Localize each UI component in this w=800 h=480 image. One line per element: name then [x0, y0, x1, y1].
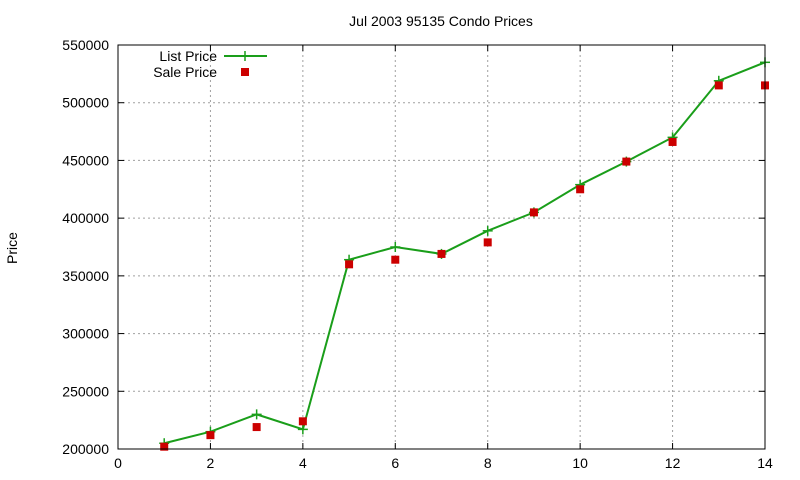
y-tick-label: 450000	[62, 152, 109, 168]
data-point	[252, 423, 261, 432]
y-axis-label: Price	[4, 232, 20, 264]
data-point	[437, 249, 446, 258]
series-line	[163, 61, 766, 445]
x-tick-label: 14	[757, 455, 773, 471]
x-tick-label: 8	[484, 455, 492, 471]
y-tick-label: 550000	[62, 37, 109, 53]
series-layer	[159, 57, 770, 451]
data-point	[391, 255, 400, 264]
data-point	[160, 442, 169, 451]
data-point	[576, 185, 585, 194]
data-point	[483, 238, 492, 247]
data-point	[482, 225, 493, 236]
data-point	[206, 431, 215, 440]
data-point	[622, 157, 631, 166]
data-point	[345, 260, 354, 269]
legend-swatch-marker	[241, 68, 249, 76]
y-tick-label: 200000	[62, 441, 109, 457]
x-tick-label: 4	[299, 455, 307, 471]
y-tick-label: 350000	[62, 268, 109, 284]
grid	[118, 45, 765, 449]
data-point	[251, 409, 262, 420]
y-tick-label: 250000	[62, 383, 109, 399]
x-tick-label: 6	[391, 455, 399, 471]
series-sale-price	[160, 81, 769, 451]
x-tick-label: 10	[572, 455, 588, 471]
y-tick-label: 500000	[62, 95, 109, 111]
x-tick-label: 2	[207, 455, 215, 471]
data-point	[390, 242, 401, 252]
data-point	[668, 137, 677, 146]
series-list-price	[159, 57, 770, 449]
legend-label: List Price	[159, 48, 217, 64]
ticks: 0 2 4 6 8 10 12 14 200000 250000 300000 350000 40000…	[62, 37, 773, 471]
x-tick-label: 12	[665, 455, 681, 471]
data-point	[529, 208, 538, 217]
legend-swatch-marker	[240, 51, 250, 61]
y-tick-label: 400000	[62, 210, 109, 226]
data-point	[298, 417, 307, 426]
data-point	[297, 424, 308, 435]
x-tick-label: 0	[114, 455, 122, 471]
y-tick-label: 300000	[62, 326, 109, 342]
chart-title: Jul 2003 95135 Condo Prices	[349, 13, 533, 29]
legend-label: Sale Price	[153, 64, 217, 80]
data-point	[714, 81, 723, 90]
plot-frame	[117, 44, 766, 450]
